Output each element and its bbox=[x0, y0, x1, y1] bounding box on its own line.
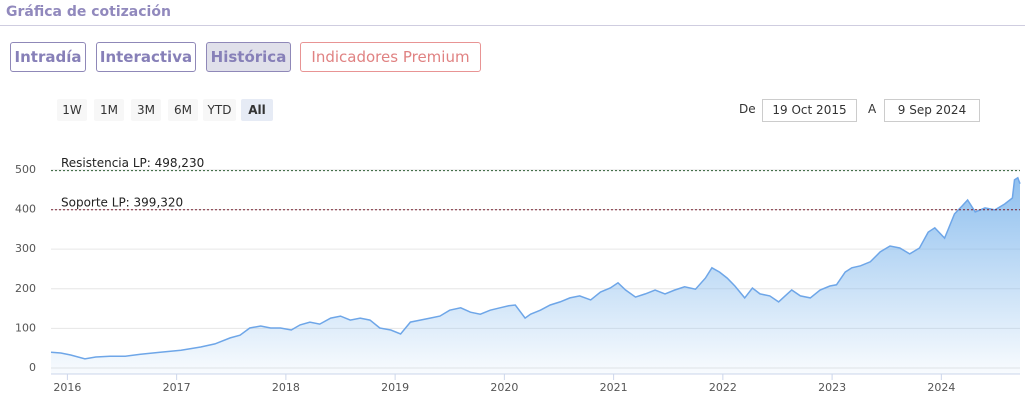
range-button[interactable]: YTD bbox=[203, 99, 236, 121]
range-button-active[interactable]: All bbox=[241, 99, 273, 121]
y-tick-label: 200 bbox=[15, 282, 36, 295]
y-tick-label: 400 bbox=[15, 203, 36, 216]
x-tick-label: 2023 bbox=[818, 381, 846, 394]
tab-premium[interactable]: Indicadores Premium bbox=[300, 42, 481, 72]
date-to-input[interactable]: 9 Sep 2024 bbox=[884, 99, 980, 122]
y-tick-label: 300 bbox=[15, 242, 36, 255]
y-tick-label: 0 bbox=[29, 361, 36, 374]
tab-active[interactable]: Histórica bbox=[206, 42, 291, 72]
divider bbox=[0, 25, 1025, 26]
range-button[interactable]: 6M bbox=[168, 99, 198, 121]
x-tick-label: 2024 bbox=[927, 381, 955, 394]
x-tick-label: 2018 bbox=[272, 381, 300, 394]
plot-line-label: Soporte LP: 399,320 bbox=[61, 195, 183, 209]
date-to-label: A bbox=[868, 102, 877, 116]
x-tick-label: 2017 bbox=[163, 381, 191, 394]
price-line bbox=[50, 176, 1021, 360]
y-tick-label: 500 bbox=[15, 163, 36, 176]
date-from-input[interactable]: 19 Oct 2015 bbox=[762, 99, 857, 122]
x-tick-label: 2019 bbox=[381, 381, 409, 394]
range-button[interactable]: 1M bbox=[94, 99, 124, 121]
area-fill bbox=[51, 177, 1020, 374]
plot-line-label: Resistencia LP: 498,230 bbox=[61, 156, 204, 170]
x-tick-label: 2022 bbox=[709, 381, 737, 394]
range-button[interactable]: 1W bbox=[57, 99, 87, 121]
x-tick-label: 2016 bbox=[53, 381, 81, 394]
x-tick-label: 2021 bbox=[600, 381, 628, 394]
range-button[interactable]: 3M bbox=[131, 99, 161, 121]
date-from-label: De bbox=[739, 102, 756, 116]
tab[interactable]: Intradía bbox=[10, 42, 86, 72]
x-tick-label: 2020 bbox=[490, 381, 518, 394]
widget-title: Gráfica de cotización bbox=[6, 4, 171, 20]
y-tick-label: 100 bbox=[15, 321, 36, 334]
tab[interactable]: Interactiva bbox=[96, 42, 196, 72]
